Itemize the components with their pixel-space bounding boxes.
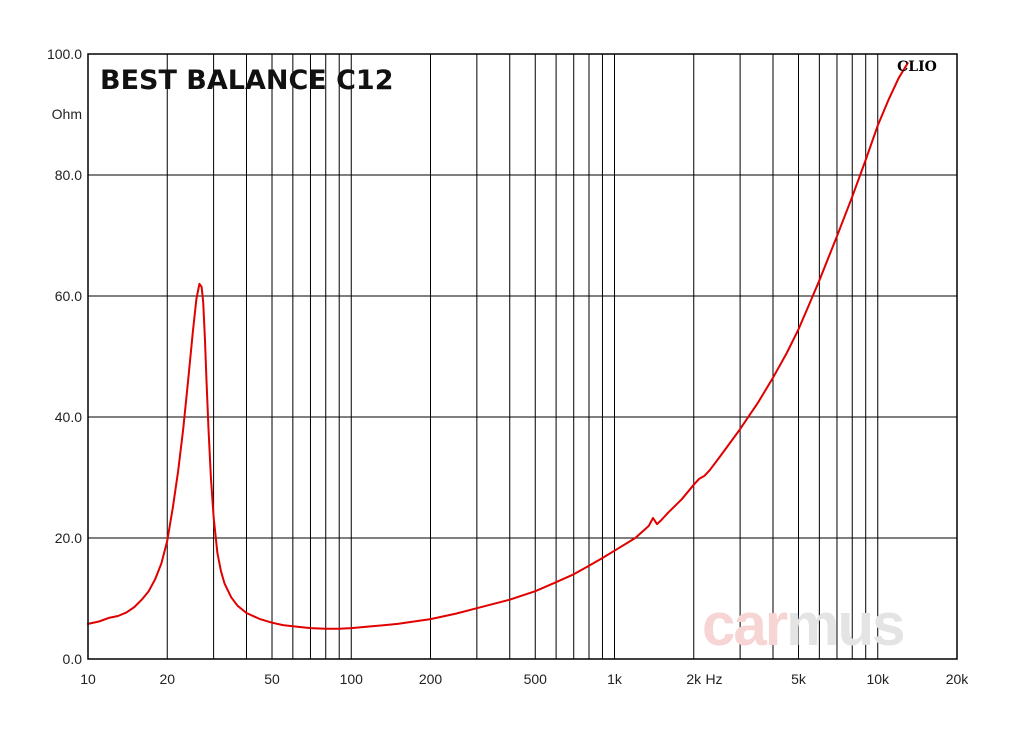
impedance-series — [87, 62, 909, 630]
y-tick-label: 60.0 — [55, 288, 82, 304]
plot-frame — [87, 53, 958, 660]
grid — [88, 54, 957, 659]
x-tick-label: 10k — [866, 671, 890, 687]
y-axis-label: Ohm — [52, 106, 82, 122]
carmus-watermark: carmus — [702, 591, 905, 658]
x-tick-label: 20k — [946, 671, 970, 687]
x-tick-label: 200 — [419, 671, 443, 687]
x-tick-label: 2k — [686, 671, 702, 687]
x-tick-label: 5k — [791, 671, 807, 687]
clio-logo: CLIO — [897, 59, 937, 75]
y-axis-ticks: 100.0 80.0 60.0 40.0 20.0 0.0 — [47, 46, 82, 667]
x-axis-ticks: 10 20 50 100 200 500 1k 2k 5k 10k 20k — [80, 671, 969, 687]
watermark-text: carmus — [702, 591, 903, 658]
x-tick-label: 10 — [80, 671, 96, 687]
y-tick-label: 80.0 — [55, 167, 82, 183]
x-tick-label: 100 — [340, 671, 364, 687]
chart-title: BEST BALANCE C12 — [100, 65, 394, 96]
y-tick-label: 40.0 — [55, 409, 82, 425]
y-tick-label: 100.0 — [47, 46, 82, 62]
y-tick-label: 0.0 — [63, 651, 83, 667]
x-tick-label: 1k — [607, 671, 623, 687]
watermark-car: car — [702, 591, 788, 658]
watermark-mus: mus — [786, 591, 903, 658]
x-tick-label: 500 — [524, 671, 548, 687]
x-tick-label: 50 — [264, 671, 280, 687]
impedance-curve — [87, 62, 909, 630]
x-axis-label: Hz — [705, 671, 722, 687]
y-tick-label: 20.0 — [55, 530, 82, 546]
x-tick-label: 20 — [159, 671, 175, 687]
